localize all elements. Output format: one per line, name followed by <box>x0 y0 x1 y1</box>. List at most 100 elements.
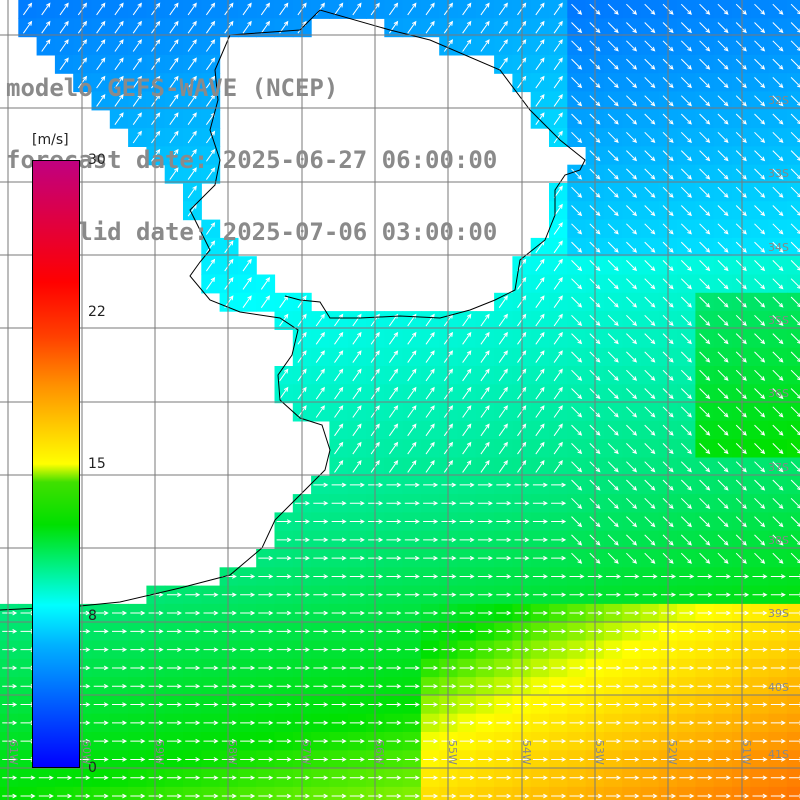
wind-arrow <box>313 720 329 726</box>
wind-arrow <box>789 775 800 781</box>
wind-arrow <box>496 720 512 726</box>
wind-arrow <box>386 610 402 616</box>
wind-arrow <box>717 424 729 436</box>
wind-arrow <box>334 331 344 345</box>
speed-cell <box>457 786 477 800</box>
wind-arrow <box>462 386 472 400</box>
wind-arrow <box>553 112 563 125</box>
wind-arrow <box>789 647 800 652</box>
wind-arrow <box>166 647 182 652</box>
wind-arrow <box>96 57 106 71</box>
wind-arrow <box>754 406 766 418</box>
wind-arrow <box>606 683 622 689</box>
wind-arrow <box>349 629 365 634</box>
wind-arrow <box>187 148 197 162</box>
speed-cell <box>640 786 660 800</box>
wind-arrow <box>569 738 585 744</box>
wind-arrow <box>130 665 146 671</box>
wind-arrow <box>790 443 800 454</box>
wind-arrow <box>699 424 711 436</box>
speed-cell <box>402 786 422 800</box>
wind-arrow <box>680 95 692 107</box>
wind-arrow <box>717 77 729 89</box>
speed-cell <box>347 786 367 800</box>
wind-arrow <box>697 610 713 616</box>
wind-arrow <box>203 629 219 634</box>
wind-arrow <box>276 665 292 671</box>
longitude-label: 52W <box>666 740 679 765</box>
wind-arrow <box>112 683 128 689</box>
wind-arrow <box>166 720 182 726</box>
wind-arrow <box>388 2 399 16</box>
longitude-label: 53W <box>593 740 606 765</box>
wind-arrow <box>772 58 784 70</box>
wind-arrow <box>96 93 106 107</box>
wind-arrow <box>459 537 475 543</box>
wind-arrow <box>680 131 692 143</box>
wind-arrow <box>477 555 493 561</box>
wind-arrow <box>770 574 786 579</box>
wind-arrow <box>535 20 545 34</box>
wind-arrow <box>790 3 800 15</box>
wind-arrow <box>169 148 179 162</box>
wind-arrow <box>349 702 365 707</box>
wind-arrow <box>315 368 325 382</box>
wind-arrow <box>626 534 638 546</box>
wind-arrow <box>57 793 73 799</box>
wind-arrow <box>772 388 784 400</box>
wind-arrow <box>735 351 747 363</box>
wind-arrow <box>699 278 711 290</box>
wind-arrow <box>203 757 219 762</box>
wind-arrow <box>680 223 692 235</box>
wind-arrow <box>93 665 109 671</box>
wind-arrow <box>459 629 475 634</box>
wind-arrow <box>789 793 800 799</box>
wind-arrow <box>132 20 142 34</box>
wind-arrow <box>607 150 619 162</box>
wind-arrow <box>498 423 508 437</box>
wind-arrow <box>772 95 784 107</box>
wind-arrow <box>313 629 329 634</box>
wind-arrow <box>697 629 713 634</box>
wind-arrow <box>571 497 583 509</box>
wind-arrow <box>240 647 256 652</box>
wind-arrow <box>642 610 658 616</box>
wind-arrow <box>93 793 109 799</box>
wind-arrow <box>532 500 548 506</box>
wind-arrow <box>680 534 692 546</box>
wind-arrow <box>606 775 622 781</box>
wind-arrow <box>240 793 256 799</box>
colorbar-tick-30: 30 <box>88 152 106 168</box>
wind-arrow <box>553 423 563 437</box>
wind-arrow <box>607 22 619 34</box>
wind-arrow <box>717 150 729 162</box>
wind-arrow <box>770 610 786 616</box>
wind-arrow <box>772 223 784 235</box>
wind-arrow <box>532 702 548 707</box>
wind-arrow <box>480 386 490 400</box>
wind-arrow <box>715 610 731 616</box>
wind-arrow <box>498 313 508 327</box>
wind-arrow <box>679 592 695 598</box>
wind-arrow <box>790 461 800 472</box>
speed-cell <box>713 786 733 800</box>
wind-arrow <box>276 592 292 598</box>
wind-arrow <box>477 647 493 652</box>
wind-arrow <box>734 738 750 744</box>
wind-arrow <box>334 423 344 437</box>
speed-cell <box>786 475 800 495</box>
wind-arrow <box>459 555 475 561</box>
speed-cell <box>219 786 239 800</box>
wind-arrow <box>462 459 472 473</box>
wind-arrow <box>551 665 567 671</box>
wind-arrow <box>349 574 365 579</box>
wind-arrow <box>151 57 161 71</box>
wind-arrow <box>477 574 493 579</box>
wind-arrow <box>717 113 729 125</box>
speed-cell <box>786 201 800 221</box>
wind-arrow <box>717 534 729 546</box>
wind-arrow <box>735 534 747 546</box>
wind-arrow <box>203 738 219 744</box>
wind-arrow <box>148 665 164 671</box>
wind-arrow <box>535 276 545 290</box>
